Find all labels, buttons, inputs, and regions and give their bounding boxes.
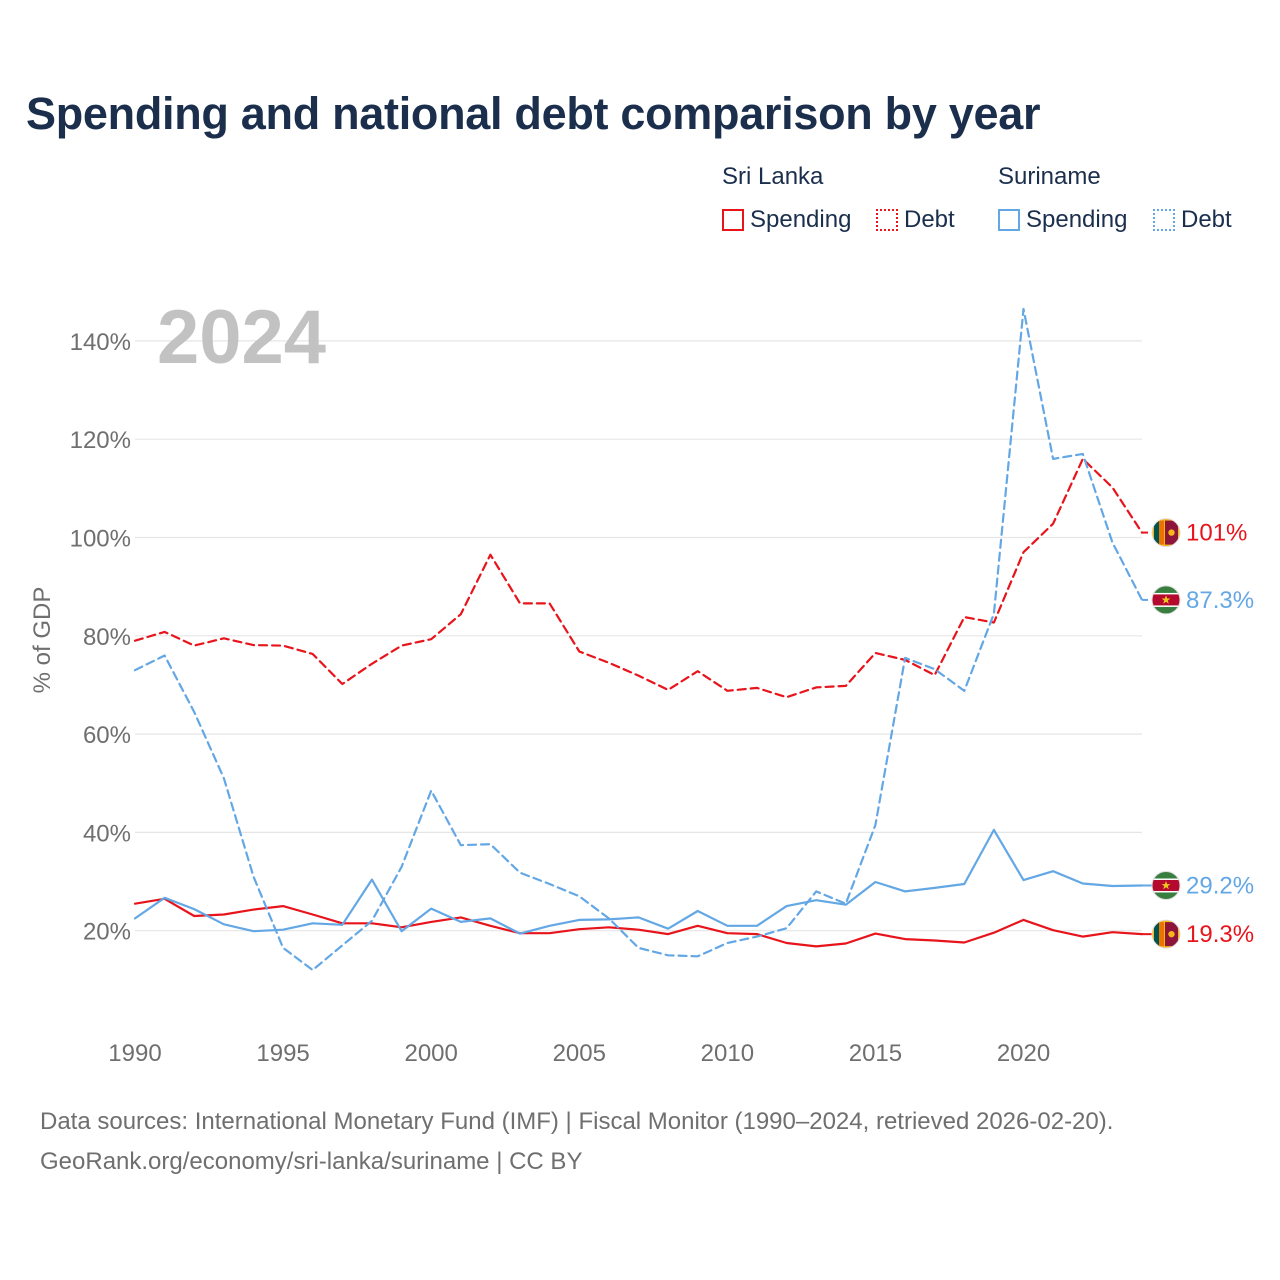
- sri-lanka-flag-icon: [1151, 518, 1181, 548]
- legend-label: Spending: [750, 206, 852, 233]
- suriname-spending-line: [133, 828, 1144, 935]
- x-axis-ticks: 1990 1995 2000 2005 2010 2015 2020: [108, 1040, 1050, 1067]
- y-tick-label: 120%: [70, 427, 131, 454]
- end-labels: 19.3% 101% 29.2% 87.3%: [1142, 518, 1254, 949]
- legend-item-sri-lanka-debt[interactable]: Debt: [876, 205, 955, 235]
- legend-label: Debt: [1181, 206, 1232, 233]
- end-value-label: 19.3%: [1186, 921, 1254, 948]
- legend-swatch-dotted-icon: [1153, 209, 1175, 231]
- legend-group-suriname: Suriname: [998, 163, 1101, 190]
- end-value-label: 87.3%: [1186, 587, 1254, 614]
- y-axis-ticks: 20% 40% 60% 80% 100% 120% 140%: [70, 329, 131, 946]
- x-tick-label: 2005: [553, 1040, 606, 1067]
- y-tick-label: 40%: [83, 820, 131, 847]
- sri-lanka-flag-icon: [1151, 919, 1181, 949]
- legend-swatch-solid-icon: [722, 209, 744, 231]
- x-tick-label: 2000: [404, 1040, 457, 1067]
- y-tick-label: 140%: [70, 329, 131, 356]
- end-value-label: 29.2%: [1186, 872, 1254, 899]
- y-tick-label: 60%: [83, 722, 131, 749]
- footer-source: Data sources: International Monetary Fun…: [40, 1108, 1114, 1135]
- legend-item-sri-lanka-spending[interactable]: Spending: [722, 205, 851, 235]
- chart-title: Spending and national debt comparison by…: [26, 88, 1041, 139]
- chart-area: 2024 20% 40% 60% 80% 100% 120% 140% 1990 1995 20…: [29, 295, 1254, 1067]
- y-tick-label: 100%: [70, 526, 131, 553]
- legend-swatch-solid-icon: [998, 209, 1020, 231]
- suriname-flag-icon: [1151, 870, 1181, 900]
- legend-group-sri-lanka: Sri Lanka: [722, 163, 824, 190]
- y-tick-label: 20%: [83, 919, 131, 946]
- series: [133, 307, 1144, 972]
- grid: [135, 340, 1142, 932]
- legend-item-suriname-spending[interactable]: Spending: [998, 205, 1127, 235]
- x-tick-label: 2020: [997, 1040, 1050, 1067]
- legend-item-suriname-debt[interactable]: Debt: [1153, 205, 1232, 235]
- legend-swatch-dotted-icon: [876, 209, 898, 231]
- x-tick-label: 1995: [256, 1040, 309, 1067]
- y-axis-label: % of GDP: [29, 587, 56, 694]
- end-value-label: 101%: [1186, 520, 1247, 547]
- sri-lanka-spending-line: [133, 897, 1144, 948]
- legend-label: Spending: [1026, 206, 1128, 233]
- suriname-flag-icon: [1151, 585, 1181, 615]
- x-tick-label: 2015: [849, 1040, 902, 1067]
- y-tick-label: 80%: [83, 624, 131, 651]
- x-tick-label: 2010: [701, 1040, 754, 1067]
- legend-label: Debt: [904, 206, 955, 233]
- x-tick-label: 1990: [108, 1040, 161, 1067]
- footer-credit: GeoRank.org/economy/sri-lanka/suriname |…: [40, 1148, 583, 1175]
- year-watermark: 2024: [157, 295, 326, 380]
- suriname-debt-line: [133, 307, 1144, 972]
- sri-lanka-debt-line: [133, 457, 1144, 699]
